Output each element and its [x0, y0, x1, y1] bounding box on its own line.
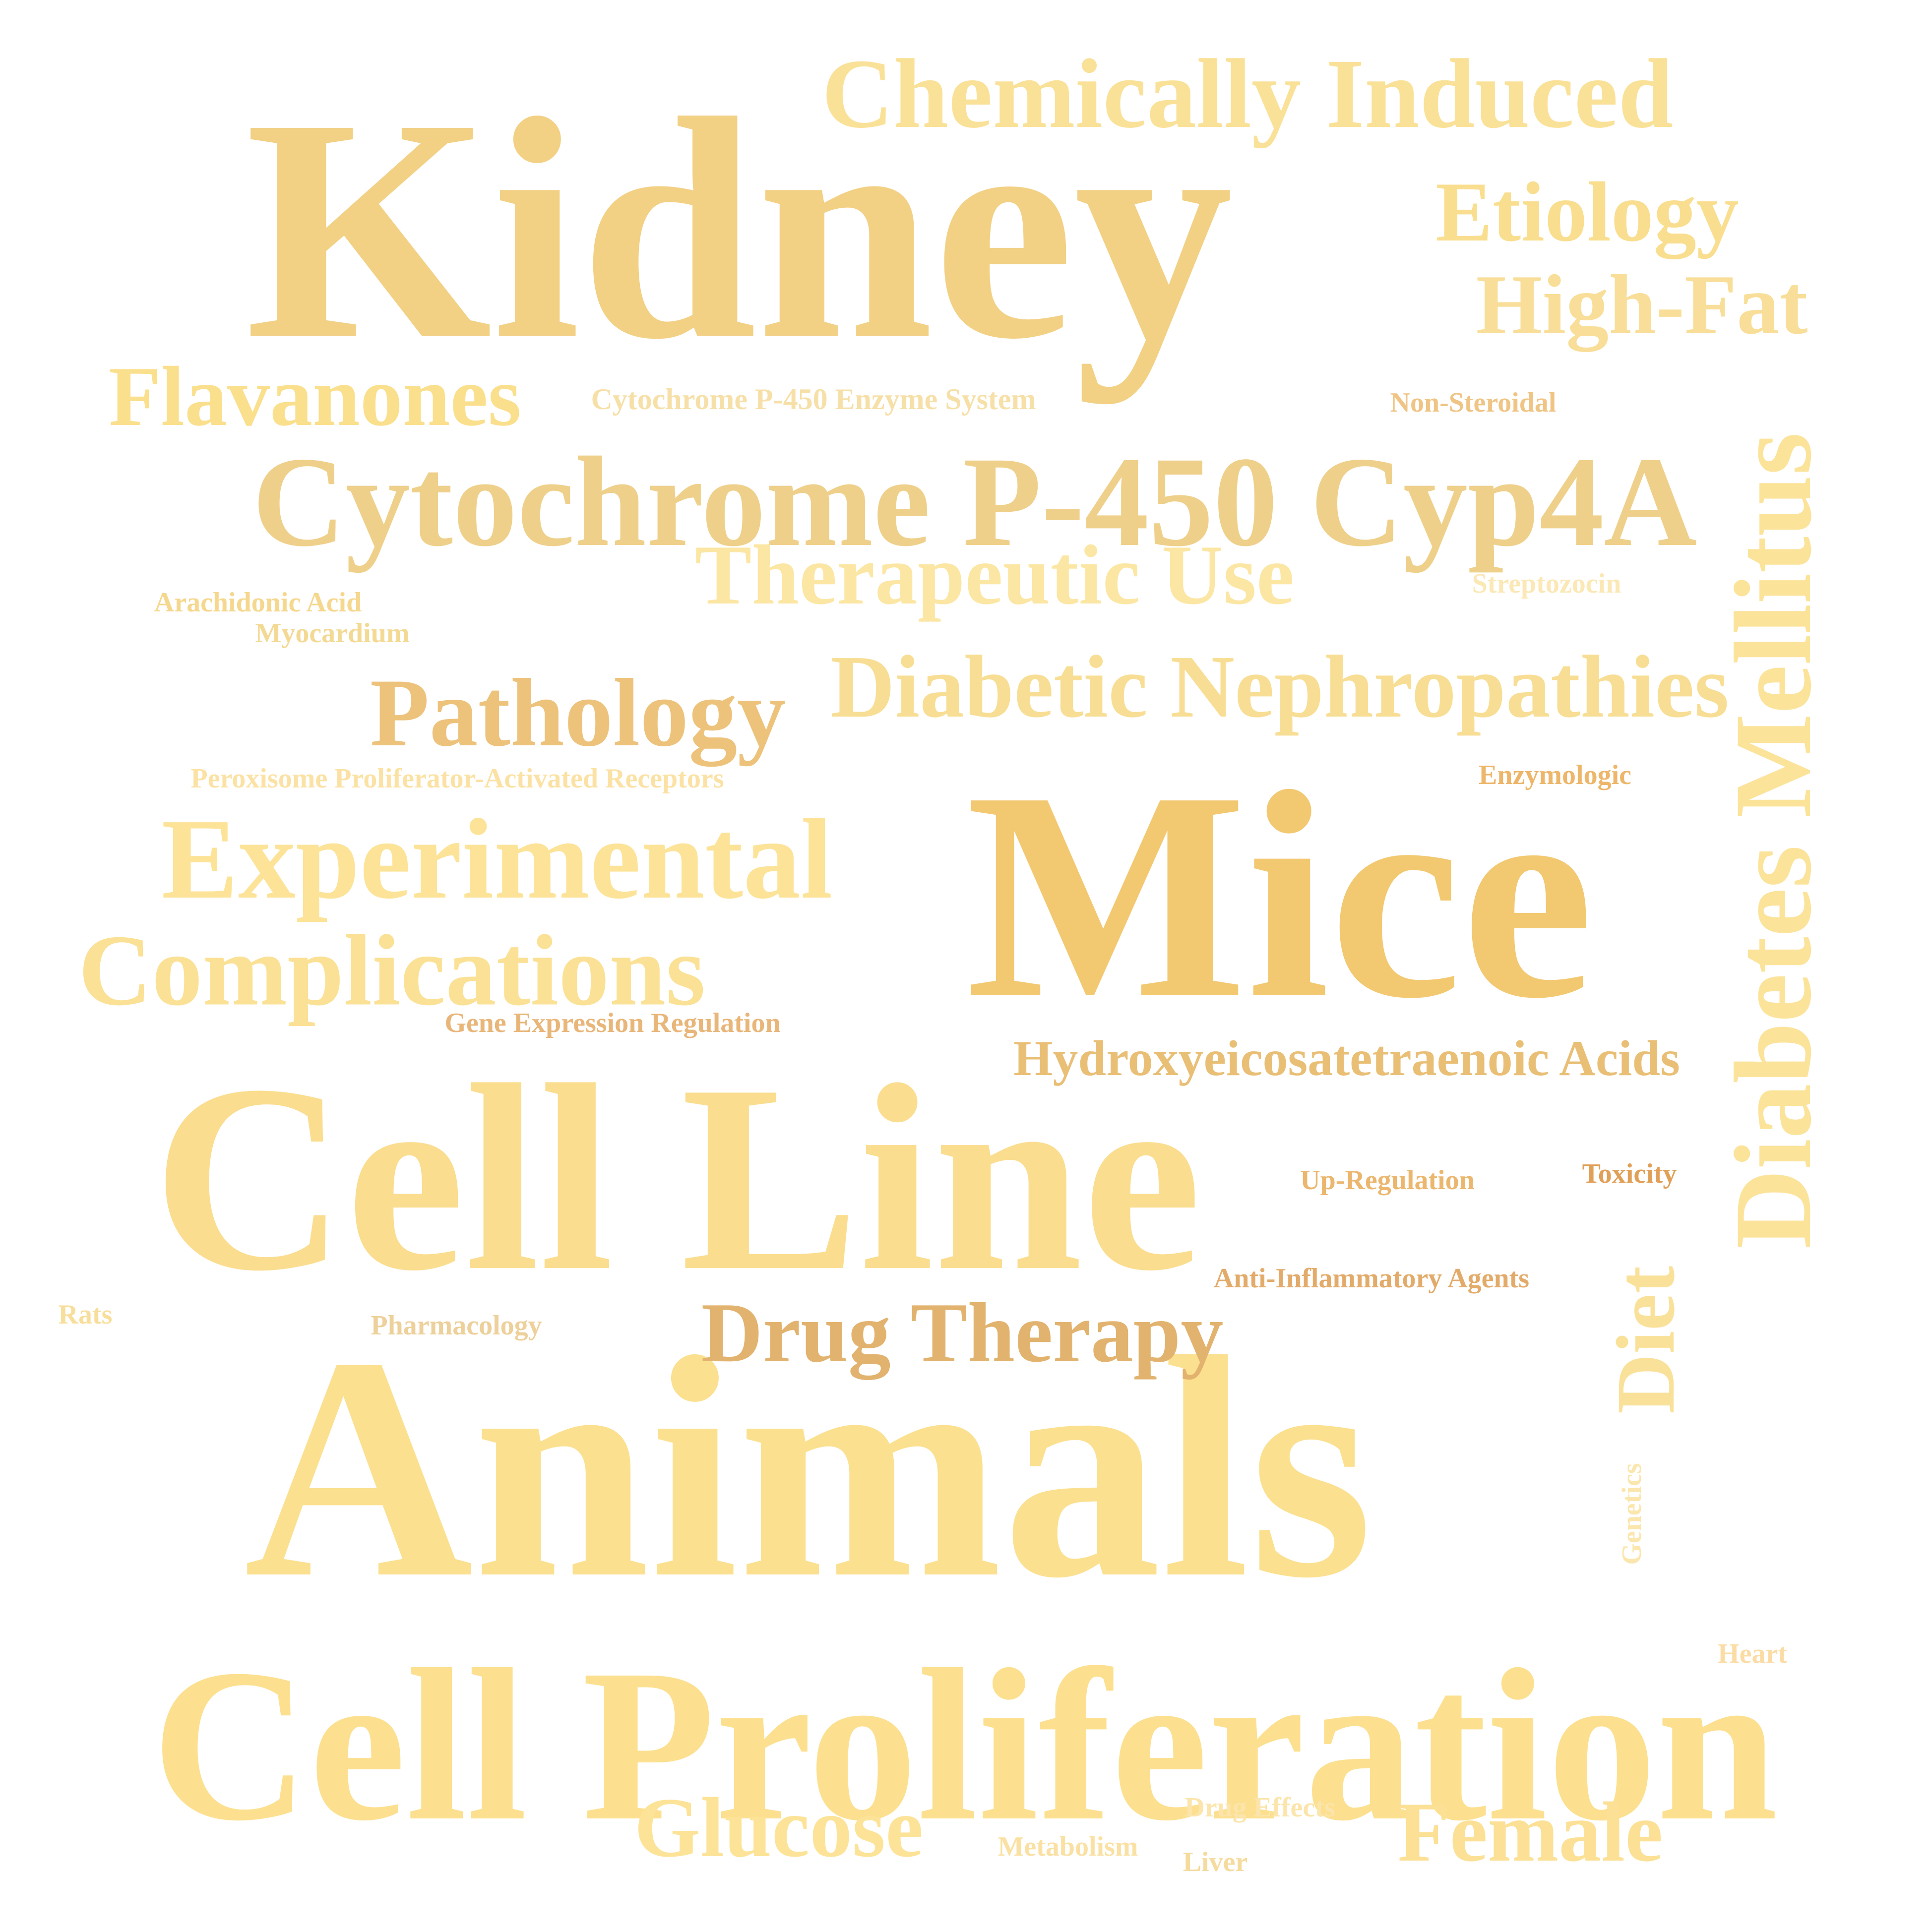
word-anti-inflammatory-agents: Anti-Inflammatory Agents [1213, 1263, 1530, 1294]
word-drug-effects: Drug Effects [1184, 1792, 1335, 1823]
word-streptozocin: Streptozocin [1472, 568, 1621, 599]
word-enzymologic: Enzymologic [1479, 760, 1631, 790]
word-diabetic-nephropathies: Diabetic Nephropathies [830, 637, 1729, 736]
word-gene-expression-regulation: Gene Expression Regulation [444, 1008, 781, 1038]
word-complications: Complications [78, 914, 706, 1027]
word-cell-line: Cell Line [152, 1029, 1202, 1326]
word-chemically-induced: Chemically Induced [821, 39, 1674, 149]
word-toxicity: Toxicity [1582, 1158, 1677, 1189]
word-cytochrome-p450-enzyme-system: Cytochrome P-450 Enzyme System [591, 383, 1036, 416]
word-heart: Heart [1718, 1638, 1787, 1669]
word-cell-proliferation: Cell Proliferation [151, 1625, 1778, 1866]
word-etiology: Etiology [1435, 165, 1739, 259]
word-diabetes-mellitus: Diabetes Mellitus [1712, 432, 1834, 1249]
word-glucose: Glucose [634, 1781, 924, 1875]
word-metabolism: Metabolism [997, 1831, 1138, 1862]
word-pathology: Pathology [370, 659, 786, 767]
word-kidney: Kidney [245, 54, 1233, 405]
word-cytochrome-p450-cyp4a: Cytochrome P-450 Cyp4A [252, 430, 1697, 573]
word-rats: Rats [58, 1299, 113, 1330]
word-non-steroidal: Non-Steroidal [1390, 387, 1557, 418]
word-myocardium: Myocardium [255, 618, 410, 649]
word-therapeutic-use: Therapeutic Use [694, 528, 1295, 622]
word-diet: Diet [1600, 1266, 1692, 1414]
word-pharmacology: Pharmacology [371, 1310, 542, 1341]
word-high-fat: High-Fat [1476, 258, 1808, 352]
word-hydroxyeicosatetraenoic-acids: Hydroxyeicosatetraenoic Acids [1013, 1030, 1680, 1087]
word-mice: Mice [966, 730, 1594, 1060]
word-liver: Liver [1183, 1847, 1248, 1877]
word-peroxisome-proliferator-activated-receptors: Peroxisome Proliferator-Activated Recept… [190, 763, 724, 794]
word-up-regulation: Up-Regulation [1300, 1165, 1475, 1196]
word-arachidonic-acid: Arachidonic Acid [154, 587, 362, 618]
word-genetics: Genetics [1617, 1463, 1647, 1565]
word-flavanones: Flavanones [109, 350, 521, 444]
word-drug-therapy: Drug Therapy [701, 1286, 1224, 1380]
word-animals: Animals [244, 1292, 1373, 1643]
word-experimental: Experimental [161, 795, 833, 923]
word-female: Female [1397, 1785, 1663, 1879]
